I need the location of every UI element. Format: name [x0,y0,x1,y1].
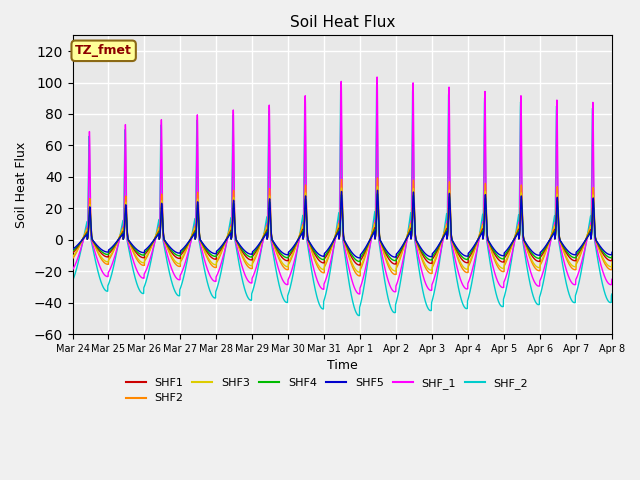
X-axis label: Time: Time [327,360,358,372]
Text: TZ_fmet: TZ_fmet [76,44,132,57]
Title: Soil Heat Flux: Soil Heat Flux [289,15,395,30]
Legend: SHF1, SHF2, SHF3, SHF4, SHF5, SHF_1, SHF_2: SHF1, SHF2, SHF3, SHF4, SHF5, SHF_1, SHF… [121,373,532,408]
Y-axis label: Soil Heat Flux: Soil Heat Flux [15,142,28,228]
